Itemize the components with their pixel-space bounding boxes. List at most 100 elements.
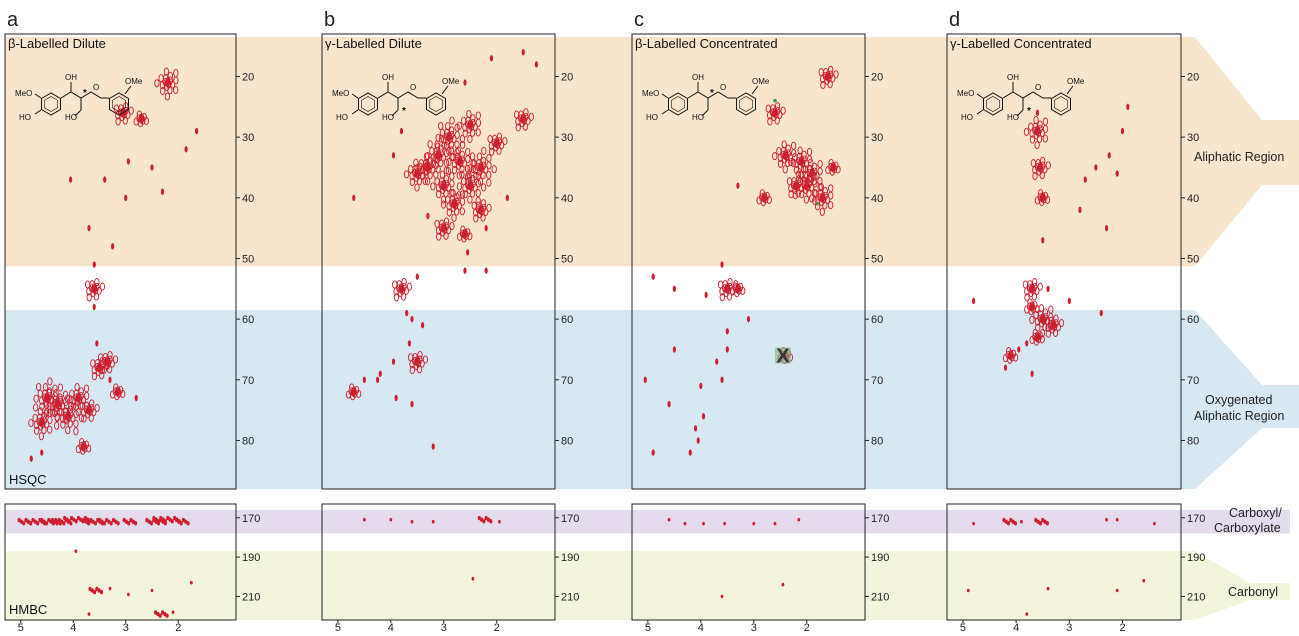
hsqc-peak	[441, 224, 446, 232]
hsqc-peak	[109, 390, 116, 399]
hsqc-peak	[169, 80, 176, 89]
hsqc-peak	[443, 166, 450, 175]
hsqc-peak	[441, 182, 446, 190]
panel-title-d: γ-Labelled Concentrated	[950, 36, 1092, 51]
hsqc-peak	[1034, 286, 1040, 295]
hmbc-peak	[22, 521, 26, 526]
panel-letter-b: b	[324, 9, 335, 31]
hsqc-peak	[729, 286, 735, 295]
hsqc-peak	[434, 219, 440, 228]
hsqc-peak	[699, 382, 703, 390]
hsqc-peak	[785, 158, 791, 168]
hmbc-tick-label: 170	[1187, 513, 1205, 525]
hsqc-peak	[427, 140, 433, 149]
hsqc-peak	[822, 201, 828, 210]
hsqc-peak	[1053, 314, 1059, 323]
hmbc-peak	[1115, 588, 1119, 593]
hsqc-peak	[797, 146, 803, 155]
hsqc-peak	[457, 232, 463, 241]
hsqc-peak	[1033, 310, 1039, 319]
x-tick-label: 5	[645, 622, 651, 631]
hsqc-peak	[139, 115, 144, 123]
hsqc-tick-label: 40	[871, 193, 883, 205]
hsqc-tick-label: 60	[561, 314, 573, 326]
ether-o-label: O	[1035, 83, 1041, 92]
hsqc-peak	[795, 189, 801, 198]
hsqc-peak	[96, 286, 102, 295]
hsqc-peak	[469, 128, 476, 137]
hsqc-peak	[394, 394, 398, 402]
hsqc-peak	[49, 408, 56, 417]
hsqc-peak	[419, 171, 425, 180]
hmbc-peak	[723, 521, 727, 526]
hsqc-peak	[32, 403, 39, 412]
hmbc-frame-d	[946, 503, 1182, 621]
hsqc-peak	[824, 195, 831, 204]
hsqc-peak	[818, 68, 824, 77]
hsqc-peak	[86, 293, 92, 302]
hsqc-peak	[64, 394, 71, 403]
ring-1	[358, 92, 378, 116]
hsqc-peak	[483, 207, 489, 216]
carbonyl-arrow	[1185, 551, 1290, 620]
hsqc-peak	[780, 106, 786, 115]
hsqc-peak	[478, 206, 484, 214]
hsqc-peak	[160, 86, 166, 96]
hsqc-peak	[54, 412, 60, 421]
hsqc-tick-label: 30	[1187, 132, 1199, 144]
hsqc-peak	[92, 261, 96, 268]
ho-bond	[74, 109, 82, 117]
hsqc-peak	[1046, 285, 1050, 292]
hsqc-peak	[806, 174, 813, 184]
hsqc-tick-label: 20	[561, 71, 573, 83]
hsqc-peak	[719, 293, 725, 302]
hsqc-peak	[1039, 128, 1045, 138]
hmbc-tick-label: 190	[1187, 552, 1205, 564]
hsqc-peak	[971, 297, 976, 305]
hmbc-peak	[667, 517, 671, 522]
ho-ring-label: HO	[19, 113, 31, 122]
hsqc-peak	[448, 146, 454, 155]
hsqc-peak	[459, 140, 466, 149]
hmbc-peak	[720, 594, 724, 599]
hsqc-peak	[480, 213, 486, 222]
ome-bond	[1066, 85, 1074, 95]
hsqc-peak	[454, 148, 460, 157]
hsqc-peak	[725, 285, 730, 293]
hsqc-peak	[56, 401, 63, 410]
x-tick-label: 3	[441, 622, 447, 631]
hsqc-tick-label: 30	[242, 132, 254, 144]
label-star: *	[402, 106, 406, 117]
hsqc-peak	[776, 146, 782, 156]
hsqc-peak	[378, 370, 382, 377]
hsqc-peak	[399, 285, 404, 293]
chemical-structure: OH OMe MeO HO HO O *	[642, 73, 770, 122]
hsqc-peak	[467, 232, 473, 241]
hmbc-peak	[186, 521, 190, 526]
hsqc-peak	[424, 177, 431, 186]
hsqc-peak	[112, 355, 119, 364]
hmbc-frame-a	[4, 503, 237, 621]
hsqc-peak	[65, 426, 71, 435]
hsqc-peak	[814, 171, 820, 180]
hsqc-peak	[456, 182, 463, 191]
ring-1	[668, 92, 688, 116]
hsqc-peak	[468, 182, 473, 190]
hmbc-peak	[431, 519, 435, 524]
hsqc-peak	[92, 285, 97, 293]
hsqc-peak	[173, 85, 179, 95]
hsqc-peak	[449, 126, 455, 135]
oxygenated-band	[5, 310, 1185, 489]
hsqc-peak	[1037, 120, 1043, 129]
ho-ring-bond	[34, 109, 42, 115]
hsqc-peak	[28, 418, 34, 428]
region-carboxyl-2: Carboxylate	[1214, 521, 1281, 535]
hsqc-peak	[37, 407, 44, 416]
ring-2-inner	[112, 96, 126, 112]
hsqc-peak	[39, 418, 44, 426]
hsqc-peak	[798, 183, 804, 192]
hsqc-peak	[47, 408, 53, 417]
hmbc-peak	[170, 519, 174, 524]
hsqc-peak	[762, 194, 767, 202]
hsqc-peak	[1040, 156, 1046, 165]
